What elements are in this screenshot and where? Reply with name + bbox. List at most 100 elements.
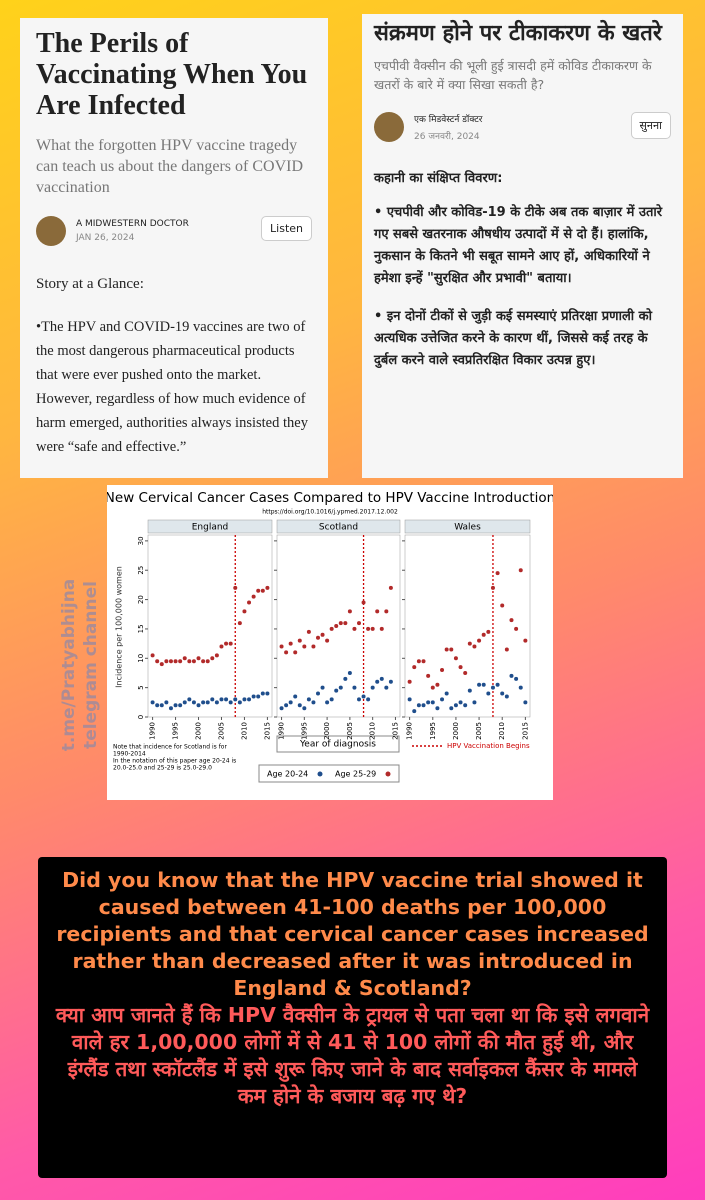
point [481,632,486,637]
avatar [374,112,404,142]
listen-button[interactable]: Listen [261,216,312,241]
point [430,700,435,705]
point [384,609,389,614]
legend-label: Age 20-24 [267,770,308,779]
chart-source: https://doi.org/10.1016/j.ypmed.2017.12.… [262,509,398,516]
point [306,697,311,702]
point [155,703,160,708]
point [477,638,482,643]
point [224,641,229,646]
note: Note that incidence for Scotland is for [113,744,227,751]
point [416,659,421,664]
point [514,626,519,631]
point [495,571,500,576]
point [518,568,523,573]
point [384,685,389,690]
point [375,679,380,684]
point [370,626,375,631]
point [325,638,330,643]
point [155,659,160,664]
article-title: The Perils of Vaccinating When You Are I… [36,28,308,121]
point [187,697,192,702]
point [265,691,270,696]
x-axis-label: Year of diagnosis [299,740,376,750]
note: 1990-2014 [113,751,146,758]
point [214,700,219,705]
watermark-text: telegram channel [81,581,101,749]
point [458,665,463,670]
x-tick-label: 2015 [263,722,271,740]
point [352,626,357,631]
article-card: The Perils of Vaccinating When You Are I… [20,18,328,478]
point [191,659,196,664]
point [251,594,256,599]
point [500,603,505,608]
point [251,694,256,699]
x-tick-label: 2015 [521,722,529,740]
x-tick-label: 2000 [452,722,460,740]
point [334,688,339,693]
point [453,656,458,661]
legend-box [258,764,400,783]
point [233,585,238,590]
point [288,641,293,646]
point [449,647,454,652]
point [440,697,445,702]
x-tick-label: 2000 [323,722,331,740]
x-tick-label: 1990 [406,722,414,740]
note: 20.0-25.0 and 25-29 is 25.0-29.0 [113,765,212,772]
point [237,700,242,705]
section-heading: Story at a Glance: [36,276,144,292]
watermark: t.me/Pratyabhijna telegram channel [59,579,101,752]
point [297,638,302,643]
point [412,665,417,670]
watermark-text: t.me/Pratyabhijna [59,579,79,752]
point [320,685,325,690]
plot-area [404,534,531,718]
y-tick-label: 15 [137,624,145,633]
y-tick-label: 30 [137,536,145,545]
section-heading: कहानी का संक्षिप्त विवरण: [374,171,503,186]
point [279,706,284,711]
point [219,644,224,649]
point [440,668,445,673]
point [242,609,247,614]
legend-swatch [385,771,391,777]
point [187,659,192,664]
point [490,585,495,590]
point [523,700,528,705]
point [214,653,219,658]
point [514,676,519,681]
point [467,641,472,646]
point [500,691,505,696]
point [481,682,486,687]
x-label-box [276,735,400,753]
avatar [36,216,66,246]
vline-label: HPV Vaccination Begins [447,742,530,750]
point [416,703,421,708]
point [435,706,440,711]
legend-label: Age 25-29 [335,770,376,779]
point [182,656,187,661]
date: 26 जनवरी, 2024 [414,132,480,142]
point [444,647,449,652]
paragraph: • इन दोनों टीकों से जुड़ी कई समस्याएं प्… [374,309,653,368]
point [256,588,261,593]
point [357,621,361,626]
x-tick-label: 2005 [346,722,354,740]
panel-header [147,519,273,534]
point [173,659,178,664]
point [260,588,265,593]
point [379,676,384,681]
point [302,706,307,711]
panel-title: England [192,523,229,533]
point [265,585,270,590]
point [338,685,343,690]
point [338,621,343,626]
point [228,700,233,705]
point [379,626,384,631]
x-tick-label: 2005 [217,722,225,740]
listen-button[interactable]: सुनना [630,112,671,139]
point [288,700,293,705]
